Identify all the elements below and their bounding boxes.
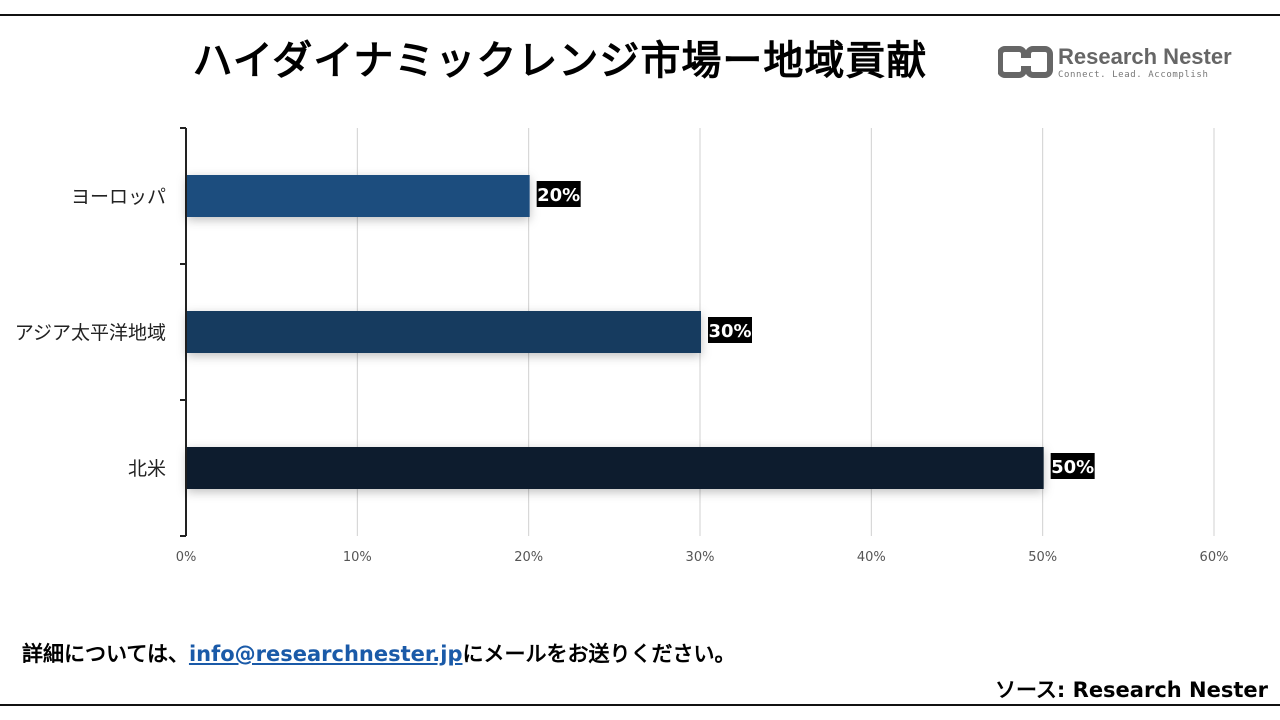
bottom-rule	[0, 704, 1280, 706]
page-title: ハイダイナミックレンジ市場ー地域貢献	[192, 38, 928, 84]
bar	[187, 175, 530, 217]
bar	[187, 447, 1044, 489]
logo-name: Research Nester	[1058, 44, 1232, 69]
x-tick-label: 30%	[686, 550, 715, 565]
data-label-background	[536, 181, 581, 207]
x-tick-label: 50%	[1028, 550, 1057, 565]
contact-prefix: 詳細については、	[22, 642, 189, 666]
data-label-background	[708, 317, 752, 343]
contact-suffix: にメールをお送りください。	[462, 642, 736, 666]
top-rule	[0, 14, 1280, 16]
data-label: 50%	[1051, 457, 1094, 478]
x-tick-label: 10%	[343, 550, 372, 565]
contact-note: 詳細については、info@researchnester.jpにメールをお送りくだ…	[22, 638, 735, 668]
data-label: 30%	[708, 321, 751, 342]
source-label: ソース: Research Nester	[994, 678, 1268, 702]
x-tick-label: 0%	[176, 550, 197, 565]
x-tick-label: 40%	[857, 550, 886, 565]
data-label-background	[1050, 453, 1095, 479]
logo-tagline: Connect. Lead. Accomplish	[1058, 70, 1209, 80]
logo-icon	[997, 46, 1053, 78]
y-category-label: 北米	[128, 458, 166, 480]
y-category-label: アジア太平洋地域	[15, 322, 166, 344]
research-nester-logo: Research Nester Connect. Lead. Accomplis…	[997, 44, 1232, 86]
data-label: 20%	[537, 185, 580, 206]
bar	[187, 311, 701, 353]
x-tick-label: 20%	[514, 550, 543, 565]
x-tick-label: 60%	[1200, 550, 1229, 565]
bar-chart: 0% 10% 20% 30% 40% 50% 60% ヨーロッパ 20% アジア太平洋地域 30% 北…	[15, 127, 1229, 565]
y-category-label: ヨーロッパ	[71, 186, 166, 208]
contact-email-link[interactable]: info@researchnester.jp	[188, 642, 463, 666]
